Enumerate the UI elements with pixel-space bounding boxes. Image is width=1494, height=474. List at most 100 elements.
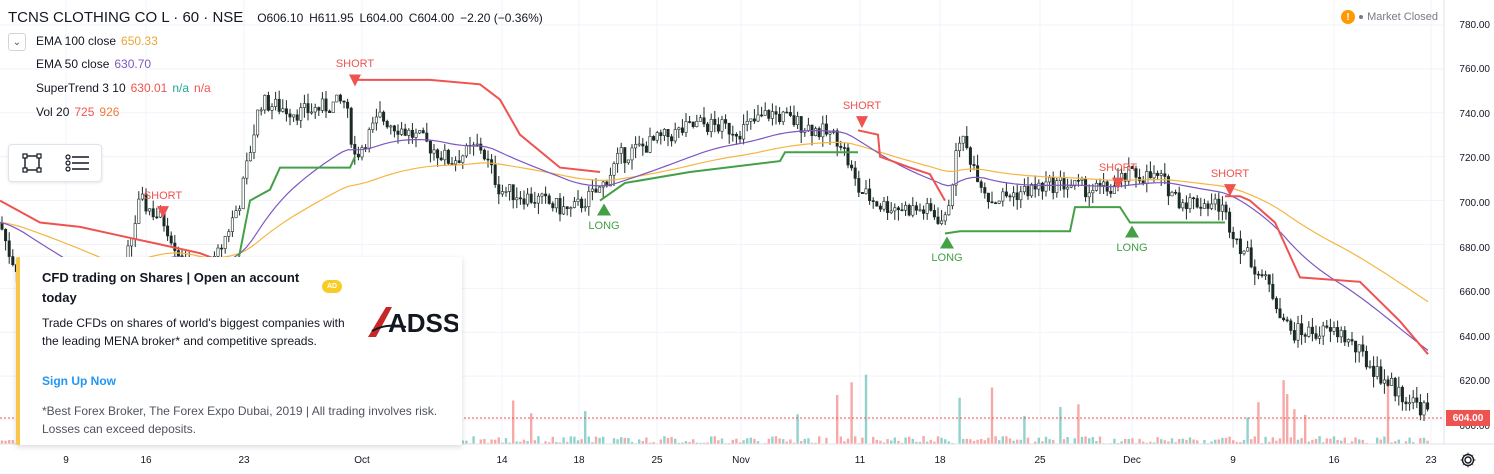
candle-body (1188, 197, 1192, 209)
volume-bar (8, 440, 11, 444)
volume-bar (1221, 437, 1224, 444)
ad-title[interactable]: CFD trading on Shares | Open an account … (42, 270, 300, 305)
short-signal-arrow (1112, 177, 1124, 190)
candle-body (418, 130, 422, 134)
candle-body (587, 191, 591, 208)
volume-bar (983, 440, 986, 444)
indicator-ema50[interactable]: EMA 50 close 630.70 (36, 57, 151, 71)
candle-body (760, 114, 764, 117)
candle-body (763, 110, 767, 116)
time-label: 23 (1425, 455, 1437, 466)
candle-body (886, 201, 890, 213)
object-tree-button[interactable] (55, 145, 101, 181)
volume-bar (897, 440, 900, 444)
candle-body (860, 192, 864, 194)
candle-body (1199, 206, 1203, 209)
candle-body (1400, 386, 1404, 403)
candle-body (511, 184, 515, 201)
candle-body (929, 203, 933, 211)
volume-bar (846, 438, 850, 444)
candle-body (565, 206, 569, 210)
candle-body (1242, 250, 1246, 254)
change-value: −2.20 (−0.36%) (460, 11, 543, 25)
volume-bar (1296, 439, 1300, 444)
volume-bar (623, 437, 626, 444)
volume-bar (677, 442, 680, 444)
candle-body (1001, 191, 1005, 202)
candle-body (580, 198, 584, 209)
price-label: 600.00 (1459, 421, 1490, 432)
candle-body (1354, 340, 1358, 353)
indicator-supertrend[interactable]: SuperTrend 3 10 630.01 n/a n/a (36, 81, 211, 95)
candle-body (414, 132, 418, 138)
candle-body (317, 107, 321, 111)
candle-body (1202, 203, 1206, 209)
volume-bar (598, 437, 601, 444)
candle-body (1336, 327, 1340, 338)
candle-body (277, 98, 281, 112)
candle-body (1159, 173, 1163, 176)
indicator-ema100[interactable]: EMA 100 close 650.33 (36, 34, 158, 48)
candle-body (1264, 274, 1268, 277)
volume-bar (1145, 442, 1148, 444)
time-label: 11 (854, 455, 866, 466)
candle-body (11, 256, 15, 265)
volume-bar (1178, 439, 1181, 444)
volume-bar (1314, 439, 1318, 444)
volume-bar (551, 436, 554, 444)
gear-icon[interactable] (1459, 451, 1477, 469)
candle-body (1318, 335, 1322, 339)
candle-body (1080, 178, 1084, 181)
volume-bar (850, 382, 853, 444)
candle-body (673, 129, 677, 142)
candle-body (302, 103, 306, 108)
candle-body (1397, 386, 1401, 397)
volume-bar (1149, 441, 1152, 444)
rectangle-select-button[interactable] (9, 145, 55, 181)
volume-bar (807, 438, 810, 444)
ema100-line (0, 141, 1429, 303)
candle-body (1303, 334, 1307, 337)
volume-bar (731, 439, 734, 444)
candle-body (1210, 203, 1214, 209)
volume-bar (558, 442, 562, 444)
candle-body (230, 217, 234, 232)
candle-body (248, 152, 252, 162)
candle-body (223, 236, 227, 249)
candle-body (346, 101, 350, 109)
candle-body (1361, 344, 1365, 352)
candle-body (1170, 191, 1174, 197)
candle-body (691, 121, 695, 127)
candle-body (745, 120, 749, 125)
indicator-volume[interactable]: Vol 20 725 926 (36, 105, 119, 119)
collapse-legend-button[interactable]: ⌄ (8, 33, 26, 51)
volume-bar (512, 400, 515, 444)
candle-body (1030, 184, 1034, 197)
candle-body (1195, 198, 1199, 208)
volume-bar (674, 438, 677, 444)
candle-body (241, 177, 245, 210)
volume-bar (861, 437, 864, 444)
price-label: 680.00 (1459, 243, 1490, 254)
volume-bar (1419, 438, 1422, 444)
candle-body (1213, 198, 1217, 205)
market-status[interactable]: ! Market Closed (1341, 10, 1438, 24)
candle-body (1393, 377, 1397, 397)
candle-body (698, 117, 702, 122)
sign-up-link[interactable]: Sign Up Now (42, 374, 116, 388)
volume-bar (1322, 442, 1325, 444)
volume-bar (1088, 438, 1091, 444)
candle-body (882, 201, 886, 210)
ad-card[interactable]: CFD trading on Shares | Open an account … (16, 257, 462, 445)
volume-bar (922, 436, 925, 444)
volume-bar (767, 438, 770, 444)
volume-bar (1412, 442, 1415, 444)
indicator-value-2: n/a (172, 81, 190, 95)
short-signal-label: SHORT (1210, 168, 1250, 181)
volume-bar (911, 438, 914, 444)
candle-body (1415, 397, 1419, 403)
open-value: O606.10 (257, 11, 304, 25)
volume-bar (962, 438, 965, 444)
symbol-title[interactable]: TCNS CLOTHING CO L · 60 · NSE (8, 9, 244, 26)
